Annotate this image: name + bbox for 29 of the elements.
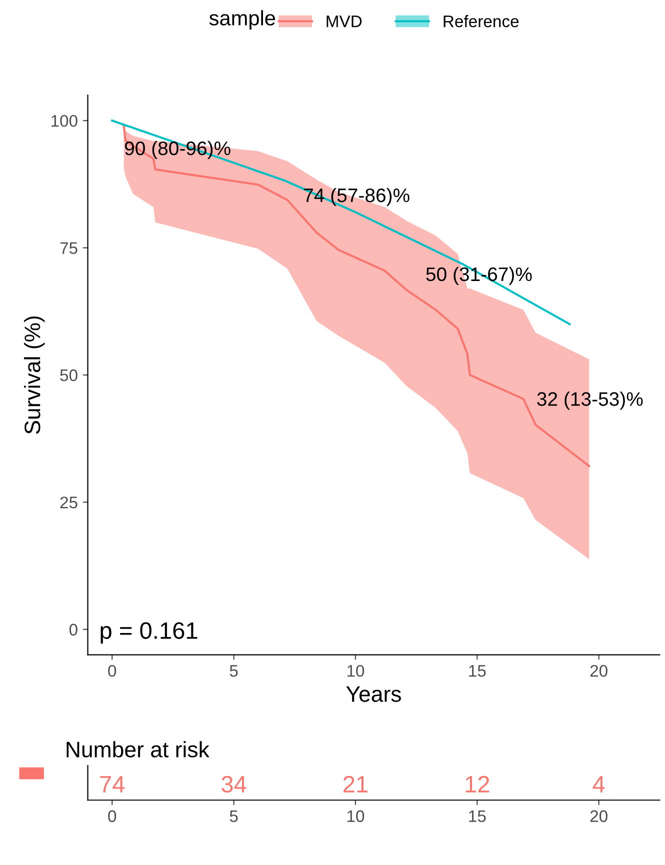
y-tick-label: 100 (52, 114, 78, 127)
x-tick-label: 10 (347, 664, 364, 677)
x-tick-label: 15 (469, 665, 486, 677)
legend-label: MVD (326, 16, 362, 28)
x-axis-title: Years (346, 686, 401, 702)
annotation: p = 0.161 (100, 622, 198, 644)
text: Number at risk (66, 741, 210, 758)
text: 20 (590, 810, 608, 822)
text: 5 (230, 810, 238, 822)
y-tick-label: 50 (60, 369, 78, 382)
text: 15 (469, 810, 486, 822)
x-tick-label: 5 (230, 665, 238, 677)
text: 10 (347, 810, 364, 822)
y-tick-label: 75 (60, 242, 78, 254)
x-tick-label: 20 (590, 664, 608, 677)
legend-label: Reference (444, 15, 519, 28)
y-tick-label: 25 (60, 496, 78, 508)
text: 21 (344, 776, 368, 792)
text: 4 (592, 776, 605, 792)
y-tick-label: 0 (69, 624, 78, 636)
text: 74 (100, 776, 125, 792)
legend-title: sample (209, 10, 276, 30)
line-series (111, 120, 571, 326)
annotation: 32 (13-53)% (537, 392, 643, 410)
x-tick-label: 0 (108, 664, 116, 677)
text: 12 (466, 776, 490, 792)
y-axis-title: Survival (%) (24, 316, 45, 434)
text: 34 (222, 776, 246, 793)
text: 0 (108, 810, 116, 822)
